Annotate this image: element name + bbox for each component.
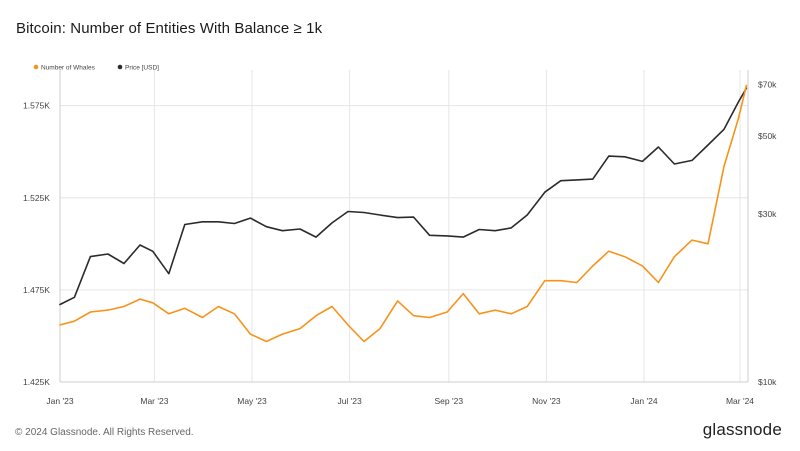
x-tick-label: Mar '24 bbox=[726, 396, 754, 406]
x-tick-label: Jan '24 bbox=[630, 396, 657, 406]
y-right-tick-label: $50k bbox=[758, 131, 777, 141]
legend-whales-label: Number of Whales bbox=[41, 65, 96, 72]
y-left-tick-label: 1.575K bbox=[23, 101, 50, 111]
legend: Number of Whales Price [USD] bbox=[33, 64, 159, 72]
x-tick-label: Jan '23 bbox=[46, 396, 73, 406]
x-tick-label: Nov '23 bbox=[532, 396, 561, 406]
y-left-tick-label: 1.475K bbox=[23, 285, 50, 295]
axis-layer: 1.425K 1.475K 1.525K 1.575K $10k $30k $50k $70k… bbox=[23, 70, 777, 406]
legend-whales-marker bbox=[33, 64, 39, 70]
x-tick-label: Sep '23 bbox=[435, 396, 464, 406]
y-left-tick-label: 1.525K bbox=[23, 193, 50, 203]
grid-layer bbox=[59, 70, 748, 383]
series-layer bbox=[59, 84, 748, 343]
x-tick-label: Mar '23 bbox=[140, 396, 168, 406]
x-tick-label: May '23 bbox=[237, 396, 267, 406]
y-right-tick-label: $70k bbox=[758, 79, 777, 89]
glassnode-logo: glassnode bbox=[702, 420, 782, 439]
legend-price-marker bbox=[117, 64, 123, 70]
y-right-tick-label: $30k bbox=[758, 209, 777, 219]
whales-series-line bbox=[59, 84, 748, 343]
y-left-tick-label: 1.425K bbox=[23, 377, 50, 387]
chart-title: Bitcoin: Number of Entities With Balance… bbox=[16, 20, 323, 37]
copyright-text: © 2024 Glassnode. All Rights Reserved. bbox=[15, 427, 194, 438]
x-tick-label: Jul '23 bbox=[337, 396, 362, 406]
price-series-line bbox=[59, 87, 748, 306]
legend-price-label: Price [USD] bbox=[125, 65, 159, 72]
y-right-tick-label: $10k bbox=[758, 377, 777, 387]
